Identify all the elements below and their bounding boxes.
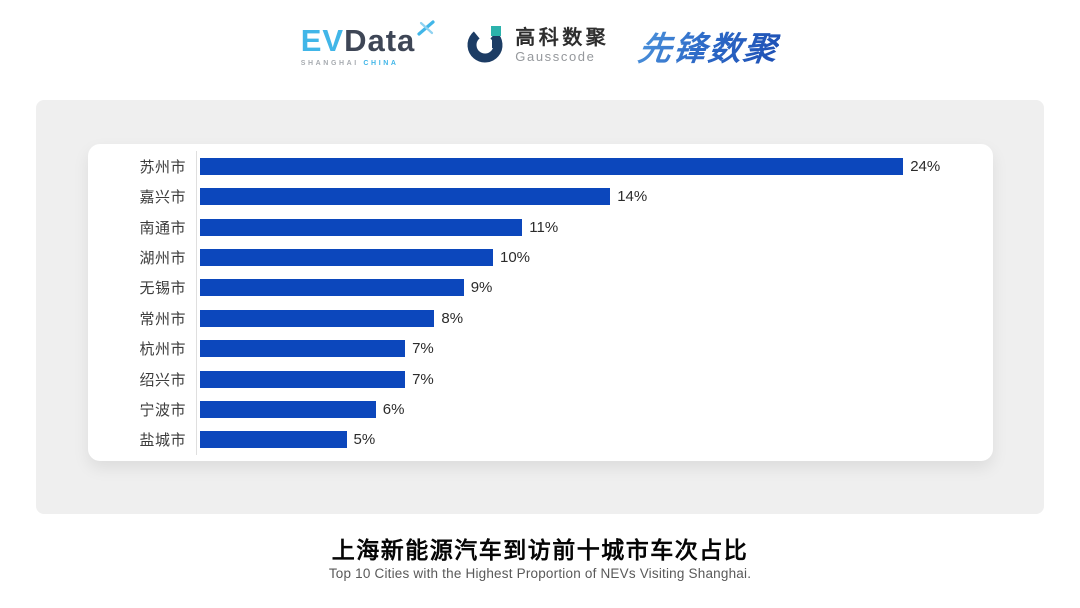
- chart-subtitle: Top 10 Cities with the Highest Proportio…: [328, 566, 752, 581]
- gausscode-logo: 高科数聚 Gausscode: [466, 24, 609, 69]
- value-label: 9%: [470, 279, 493, 297]
- value-label: 5%: [353, 431, 376, 449]
- bar-row: 绍兴市 7%: [114, 363, 975, 395]
- bar-row: 常州市 8%: [114, 303, 975, 334]
- value-label: 24%: [910, 157, 941, 175]
- value-label: 11%: [529, 218, 559, 236]
- value-label: 14%: [617, 188, 648, 206]
- bar-row: 湖州市 10%: [114, 242, 975, 273]
- xianfeng-shuju-logo: 先锋数聚: [636, 22, 783, 70]
- evdata-subtext-china: CHINA: [363, 60, 399, 67]
- evdata-logo-subtext: SHANGHAI CHINA: [301, 60, 437, 67]
- chart-panel: 苏州市 24% 嘉兴市 14% 南通市 11% 湖州市 10% 无锡市 9% 常州市 8% 杭州市 7% 绍…: [36, 100, 1044, 514]
- category-label: 嘉兴市: [139, 189, 186, 207]
- bar: [200, 431, 347, 449]
- bar: [200, 218, 523, 236]
- category-label: 绍兴市: [139, 371, 186, 389]
- bar-track: 7%: [196, 363, 975, 395]
- bar-row: 盐城市 5%: [114, 424, 975, 456]
- category-label: 盐城市: [139, 432, 186, 450]
- bar-row: 南通市 11%: [114, 211, 975, 243]
- header-logo-row: EV Data SHANGHAI CHINA 高科数聚 Gausscode: [0, 20, 1080, 70]
- value-label: 8%: [441, 309, 464, 327]
- bar-track: 14%: [196, 181, 975, 212]
- bar: [200, 309, 435, 327]
- bar-track: 5%: [196, 424, 975, 456]
- bar-row: 杭州市 7%: [114, 333, 975, 364]
- evdata-logo-ev-text: EV: [300, 23, 345, 58]
- chart-card: 苏州市 24% 嘉兴市 14% 南通市 11% 湖州市 10% 无锡市 9% 常州市 8% 杭州市 7% 绍…: [88, 144, 993, 461]
- bar: [200, 248, 493, 266]
- chart-title: 上海新能源汽车到访前十城市车次占比: [331, 537, 749, 563]
- bar-track: 8%: [196, 303, 975, 334]
- bar-track: 24%: [196, 151, 975, 182]
- bar-chart: 苏州市 24% 嘉兴市 14% 南通市 11% 湖州市 10% 无锡市 9% 常州市 8% 杭州市 7% 绍…: [114, 151, 975, 456]
- gausscode-ring-icon: [466, 24, 506, 69]
- bar: [200, 400, 376, 418]
- category-label: 杭州市: [139, 341, 186, 359]
- bar-row: 嘉兴市 14%: [114, 181, 975, 212]
- evdata-star-icon: [416, 19, 436, 43]
- evdata-subtext-shanghai: SHANGHAI: [300, 60, 359, 67]
- category-label: 苏州市: [139, 158, 186, 176]
- bar: [200, 340, 406, 358]
- gausscode-chinese-name: 高科数聚: [515, 27, 610, 50]
- category-label: 南通市: [139, 219, 186, 237]
- category-label: 无锡市: [139, 280, 186, 298]
- bar-track: 11%: [196, 211, 975, 243]
- bar-track: 6%: [196, 394, 975, 425]
- evdata-logo: EV Data SHANGHAI CHINA: [300, 20, 437, 67]
- bar: [200, 370, 406, 388]
- bar-row: 无锡市 9%: [114, 272, 975, 304]
- gausscode-english-name: Gausscode: [515, 49, 596, 65]
- bar: [200, 157, 904, 175]
- category-label: 常州市: [139, 310, 186, 328]
- evdata-logo-wordmark: EV Data: [300, 20, 437, 58]
- value-label: 10%: [500, 248, 531, 266]
- category-label: 湖州市: [139, 249, 186, 267]
- category-label: 宁波市: [139, 401, 186, 419]
- bar-track: 7%: [196, 333, 975, 364]
- gausscode-logo-text: 高科数聚 Gausscode: [515, 27, 609, 65]
- evdata-logo-data-text: Data: [344, 23, 416, 58]
- bar-track: 9%: [196, 272, 975, 304]
- bar: [200, 188, 611, 206]
- value-label: 7%: [412, 370, 434, 388]
- value-label: 6%: [382, 400, 405, 418]
- bar: [200, 279, 464, 297]
- bar-track: 10%: [196, 242, 975, 273]
- bar-row: 苏州市 24%: [114, 151, 975, 182]
- value-label: 7%: [412, 340, 434, 358]
- bar-row: 宁波市 6%: [114, 394, 975, 425]
